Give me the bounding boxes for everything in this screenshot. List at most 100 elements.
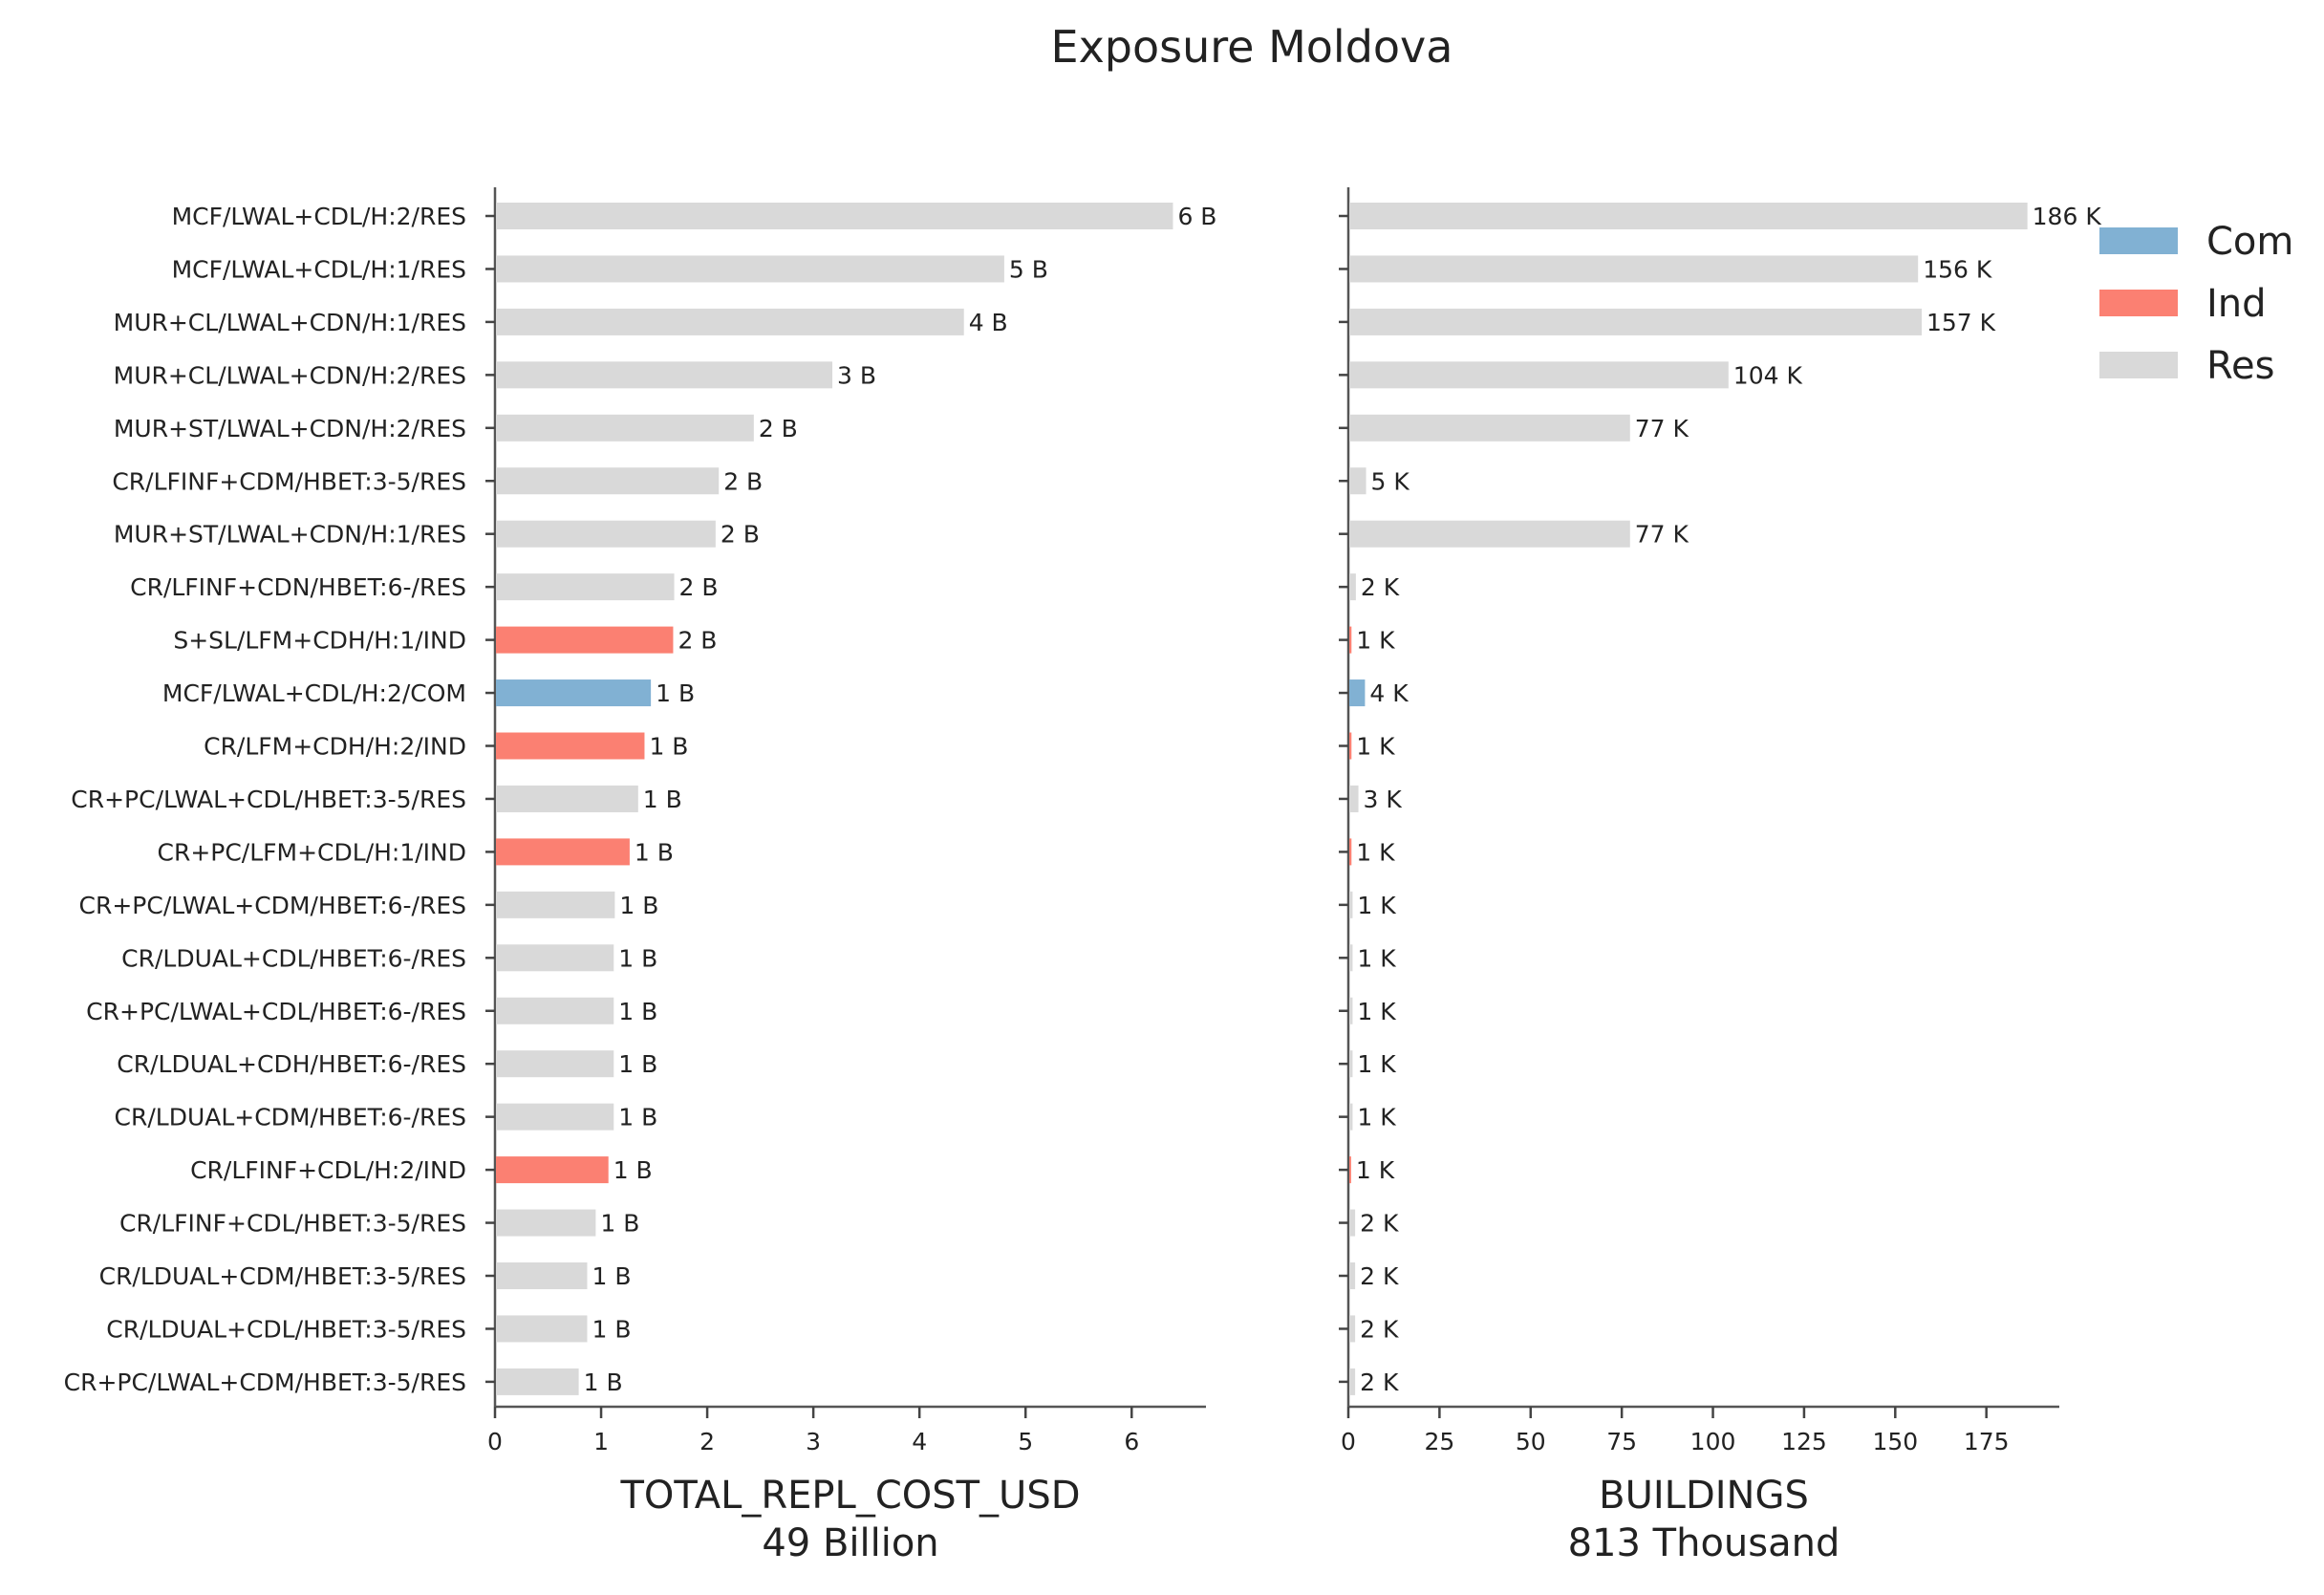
bar-value-label: 1 K (1357, 1050, 1396, 1078)
x-axis-label: BUILDINGS (1599, 1474, 1809, 1518)
bar-value-label: 1 B (643, 786, 682, 813)
bar (1349, 308, 1923, 335)
category-label: CR/LDUAL+CDH/HBET:6-/RES (117, 1050, 466, 1078)
x-tick-label: 150 (1872, 1428, 1918, 1455)
x-tick-label: 100 (1690, 1428, 1736, 1455)
bar (1349, 1262, 1356, 1289)
bar (496, 997, 614, 1024)
bar-value-label: 2 B (679, 573, 719, 601)
bar-value-label: 1 K (1357, 892, 1396, 919)
x-tick-label: 75 (1606, 1428, 1637, 1455)
bar-value-label: 2 B (759, 415, 798, 442)
bar-value-label: 1 B (592, 1315, 631, 1343)
bar (1349, 255, 1919, 283)
bar (1349, 626, 1352, 654)
bar (1349, 1050, 1353, 1078)
bar-value-label: 1 B (618, 944, 657, 972)
bar-value-label: 1 B (613, 1156, 653, 1184)
bar (1349, 997, 1353, 1024)
legend: Com Ind Res (2099, 220, 2293, 388)
bar-value-label: 77 K (1635, 415, 1689, 442)
bar (496, 1156, 609, 1184)
bar (496, 626, 674, 654)
category-label: MUR+CL/LWAL+CDN/H:1/RES (114, 309, 466, 336)
bar (496, 891, 615, 918)
x-tick-label: 4 (912, 1428, 927, 1455)
bar (496, 520, 716, 548)
bar-value-label: 1 B (649, 733, 688, 761)
bar-value-label: 1 B (656, 679, 695, 707)
bar-value-label: 1 B (618, 1104, 657, 1132)
bar-value-label: 1 B (618, 998, 657, 1025)
category-label: CR/LFINF+CDN/HBET:6-/RES (130, 573, 466, 601)
x-axis-sublabel: 813 Thousand (1568, 1521, 1840, 1565)
category-label: MUR+ST/LWAL+CDN/H:1/RES (114, 521, 466, 549)
x-tick-label: 6 (1124, 1428, 1139, 1455)
category-label: MUR+ST/LWAL+CDN/H:2/RES (114, 415, 466, 442)
category-label: CR+PC/LWAL+CDM/HBET:6-/RES (79, 892, 466, 919)
bar (496, 1262, 588, 1289)
legend-swatch (2099, 227, 2178, 254)
bar-value-label: 1 B (618, 1050, 657, 1078)
bar-value-label: 77 K (1635, 521, 1689, 549)
category-label: CR/LDUAL+CDM/HBET:6-/RES (115, 1104, 466, 1132)
category-label: MCF/LWAL+CDL/H:1/RES (172, 255, 466, 283)
bar-value-label: 1 B (592, 1262, 631, 1290)
bar (1349, 1156, 1351, 1184)
bar-value-label: 1 B (600, 1210, 639, 1238)
bar (1349, 1368, 1356, 1395)
bar-value-label: 157 K (1926, 309, 1996, 336)
bar (1349, 732, 1352, 760)
bar (496, 1050, 614, 1078)
bar (496, 679, 652, 707)
bar (1349, 679, 1366, 707)
bar (1349, 838, 1352, 866)
category-label: MCF/LWAL+CDL/H:2/COM (162, 679, 466, 707)
x-tick-label: 2 (699, 1428, 715, 1455)
bar-value-label: 2 K (1360, 1369, 1399, 1396)
legend-swatch (2099, 352, 2178, 378)
bar (496, 573, 675, 601)
bar-value-label: 1 B (584, 1369, 623, 1396)
bar-value-label: 4 B (969, 309, 1008, 336)
category-label: CR/LDUAL+CDL/HBET:6-/RES (121, 944, 466, 972)
bar-value-label: 1 K (1356, 733, 1395, 761)
bar (1349, 1103, 1353, 1131)
bar-value-label: 1 K (1356, 1156, 1395, 1184)
bar-value-label: 2 K (1361, 573, 1400, 601)
legend-label: Ind (2206, 282, 2267, 326)
bar-value-label: 3 K (1364, 786, 1403, 813)
bar (496, 414, 754, 442)
category-label: CR/LFINF+CDL/H:2/IND (190, 1156, 466, 1184)
bar (496, 732, 645, 760)
category-label: CR/LDUAL+CDL/HBET:3-5/RES (106, 1315, 466, 1343)
bar (496, 467, 720, 495)
x-tick-label: 50 (1516, 1428, 1546, 1455)
bar (1349, 785, 1359, 812)
bar (496, 944, 614, 972)
bar-value-label: 1 K (1357, 998, 1396, 1025)
category-label: CR+PC/LFM+CDL/H:1/IND (158, 838, 467, 866)
bar (496, 1368, 579, 1395)
bar-value-label: 2 K (1360, 1210, 1399, 1238)
bar (1349, 203, 2028, 229)
bar (496, 785, 638, 812)
bar-value-label: 1 B (619, 892, 658, 919)
bar-value-label: 4 K (1369, 679, 1409, 707)
bar (496, 361, 833, 389)
bar (496, 1315, 588, 1343)
x-tick-label: 25 (1424, 1428, 1454, 1455)
bar-value-label: 2 B (678, 627, 717, 655)
bar-value-label: 5 K (1371, 467, 1410, 495)
category-label: MCF/LWAL+CDL/H:2/RES (172, 203, 466, 230)
bar-value-label: 2 K (1360, 1262, 1399, 1290)
bar-value-label: 6 B (1177, 203, 1216, 230)
x-tick-label: 175 (1964, 1428, 2010, 1455)
x-tick-label: 0 (487, 1428, 503, 1455)
bar (496, 1103, 614, 1131)
bar (1349, 361, 1729, 389)
x-tick-label: 5 (1018, 1428, 1033, 1455)
bar-value-label: 5 B (1009, 255, 1048, 283)
category-label: CR/LFINF+CDM/HBET:3-5/RES (112, 467, 466, 495)
bar-value-label: 186 K (2033, 203, 2102, 230)
